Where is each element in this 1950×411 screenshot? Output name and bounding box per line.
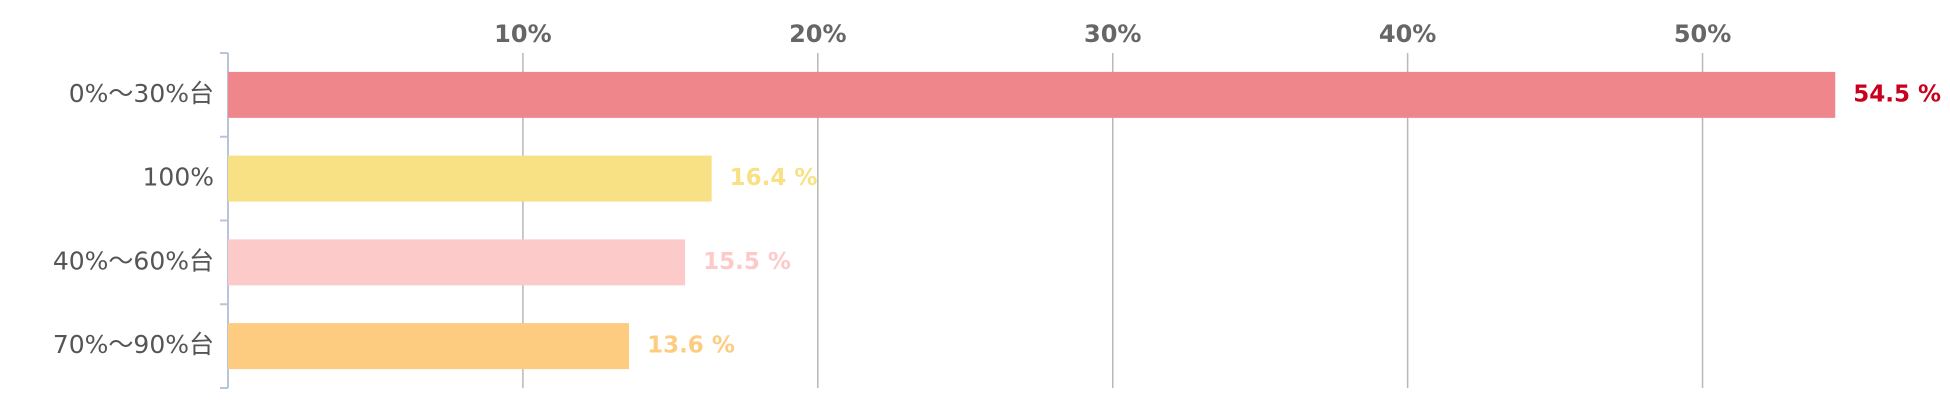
x-tick-label: 50% <box>1674 20 1731 48</box>
bar <box>228 71 1836 118</box>
x-tick-label: 30% <box>1084 20 1141 48</box>
bar <box>228 155 712 202</box>
value-label: 13.6 % <box>647 333 735 359</box>
y-tick-label: 100% <box>143 163 214 192</box>
x-tick-label: 40% <box>1379 20 1436 48</box>
value-label: 15.5 % <box>703 249 791 275</box>
bar <box>228 239 686 286</box>
y-tick-label: 0%〜30%台 <box>69 79 214 108</box>
y-tick-label: 70%〜90%台 <box>53 330 214 359</box>
value-label: 54.5 % <box>1853 81 1941 107</box>
bar <box>228 323 630 370</box>
value-label: 16.4 % <box>730 165 818 191</box>
x-tick-label: 10% <box>494 20 551 48</box>
y-tick-label: 40%〜60%台 <box>53 246 214 275</box>
x-tick-label: 20% <box>789 20 846 48</box>
